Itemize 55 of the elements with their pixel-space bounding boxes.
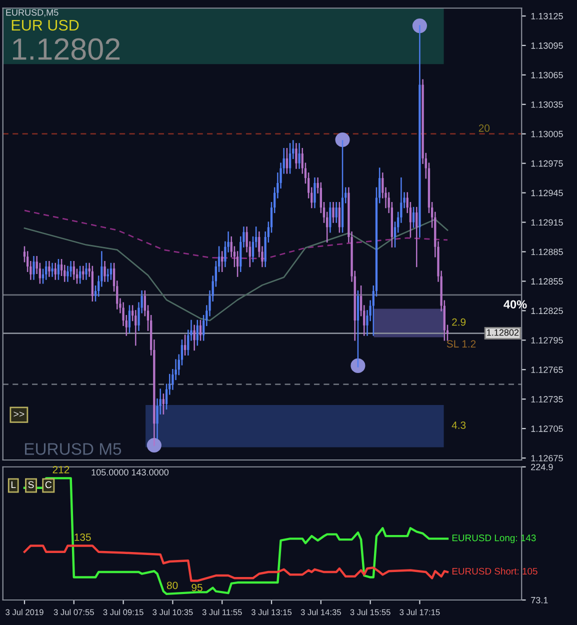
point (335, 132, 350, 148)
y-tick-label: 1.13125 (531, 12, 563, 20)
line-series (23, 544, 449, 582)
y-tick-label: 1.12795 (531, 337, 563, 344)
band-label: 4.3 (452, 422, 466, 429)
x-tick-label: 3 Jul 09:15 (103, 609, 144, 616)
annotation: 80 (166, 582, 178, 590)
y-tick-label: 1.12915 (531, 219, 563, 226)
point (412, 18, 427, 34)
chart-title: EURUSD,M5 (6, 9, 58, 17)
annotation: 20 (478, 124, 490, 132)
y-tick-label: 1.12765 (531, 366, 563, 373)
annotation: EURUSD M5 (25, 443, 122, 455)
point (350, 358, 366, 373)
y-tick-label: 224.9 (531, 464, 553, 470)
band-label: 2.9 (452, 318, 466, 326)
y-tick-label: 1.13005 (531, 130, 563, 138)
annotation: EUR USD (12, 20, 79, 31)
annotation: >> (14, 412, 24, 417)
y-tick-label: 1.13035 (531, 101, 563, 108)
x-tick-label: 3 Jul 15:55 (350, 609, 390, 616)
y-tick-label: 1.13065 (531, 72, 563, 78)
annotation: S (28, 481, 34, 488)
point (146, 438, 162, 453)
x-tick-label: 3 Jul 2019 (6, 609, 44, 616)
ref-line-label: 1.12802 (487, 329, 519, 336)
y-tick-label: 73.1 (531, 596, 548, 604)
line-series (24, 218, 448, 322)
series-label: EURUSD Short: 105 (452, 568, 538, 575)
annotation: SL 1.2 (446, 340, 476, 348)
y-tick-label: 1.12705 (531, 426, 563, 432)
x-tick-label: 3 Jul 07:55 (54, 609, 94, 616)
x-tick-label: 3 Jul 10:35 (152, 609, 193, 616)
annotation: 1.12802 (12, 38, 120, 60)
chart-subtitle: 105.0000 143.0000 (92, 469, 169, 476)
y-tick-label: 1.13095 (531, 42, 563, 49)
line-series (23, 477, 449, 596)
line-series (24, 210, 448, 260)
y-tick-label: 1.12945 (531, 190, 563, 196)
y-tick-label: 1.12975 (531, 160, 563, 167)
annotation: 40% (504, 300, 527, 309)
y-tick-label: 1.12735 (531, 396, 563, 402)
y-tick-label: 1.12855 (531, 278, 563, 285)
x-tick-label: 3 Jul 11:55 (202, 609, 242, 616)
y-tick-label: 1.12885 (531, 248, 563, 256)
y-tick-label: 1.12675 (531, 455, 563, 462)
annotation: 95 (192, 584, 202, 592)
x-tick-label: 3 Jul 17:15 (400, 609, 440, 616)
x-tick-label: 3 Jul 13:15 (251, 609, 292, 616)
annotation: 212 (52, 466, 70, 474)
annotation: L (11, 481, 16, 488)
annotation: C (45, 481, 52, 488)
x-tick-label: 3 Jul 14:35 (300, 609, 341, 616)
annotation: 135 (74, 534, 91, 541)
y-tick-label: 1.12825 (531, 308, 563, 314)
